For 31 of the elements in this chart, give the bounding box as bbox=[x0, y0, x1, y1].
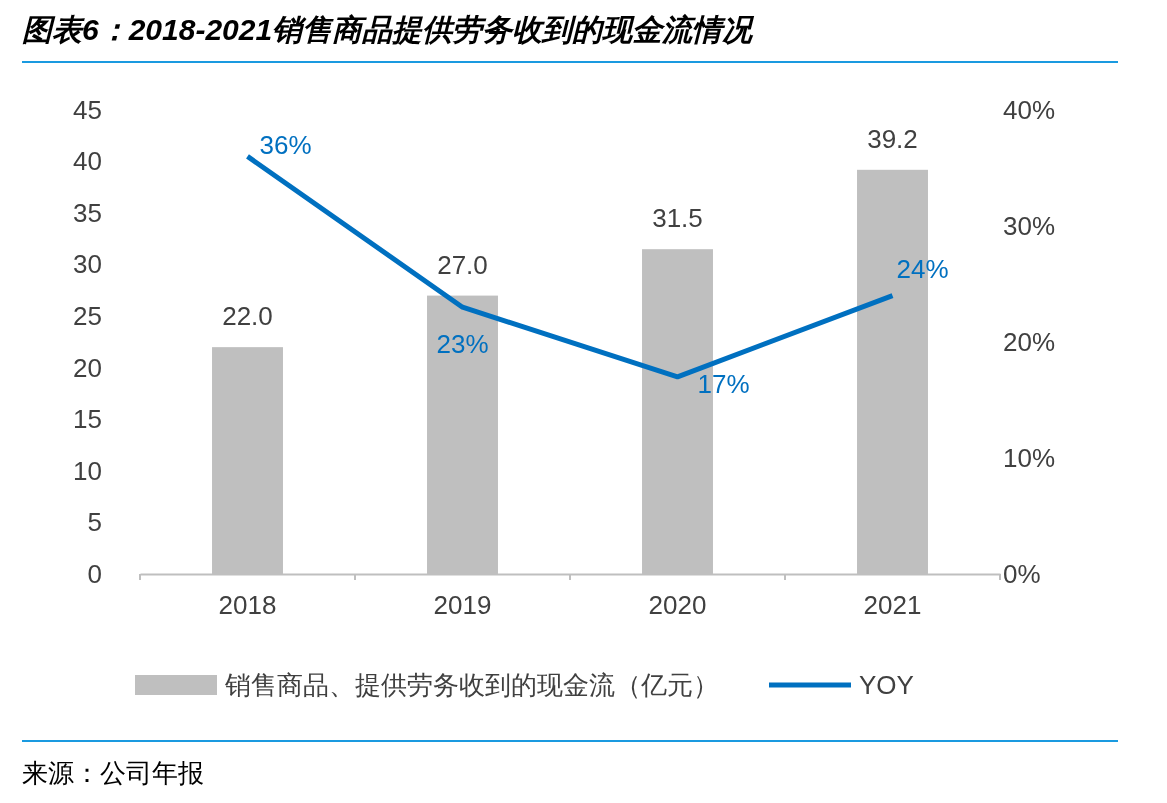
data-label: 17% bbox=[697, 368, 750, 399]
data-label: 39.2 bbox=[867, 123, 918, 154]
y-tick-label: 10 bbox=[73, 455, 102, 486]
y-tick-label: 15 bbox=[73, 404, 102, 435]
data-label: 24% bbox=[896, 253, 949, 284]
x-tick-label: 2021 bbox=[863, 590, 922, 621]
y2-tick-label: 0% bbox=[1003, 558, 1041, 589]
y2-tick-label: 10% bbox=[1003, 442, 1056, 473]
y-tick-label: 25 bbox=[73, 301, 102, 332]
y-tick-label: 5 bbox=[87, 507, 102, 538]
x-tick-label: 2018 bbox=[218, 590, 277, 621]
y-tick-label: 30 bbox=[73, 249, 102, 280]
y-tick-label: 0 bbox=[87, 558, 102, 589]
x-tick-label: 2019 bbox=[433, 590, 492, 621]
data-label: 36% bbox=[259, 130, 312, 161]
y-tick-label: 40 bbox=[73, 146, 102, 177]
y-tick-label: 35 bbox=[73, 197, 102, 228]
data-label: 31.5 bbox=[652, 203, 703, 234]
source-note: 来源：公司年报 bbox=[22, 758, 204, 788]
legend-label: 销售商品、提供劳务收到的现金流（亿元） bbox=[224, 670, 719, 700]
y-tick-label: 20 bbox=[73, 352, 102, 383]
x-tick-label: 2020 bbox=[648, 590, 707, 621]
data-label: 23% bbox=[436, 329, 489, 360]
y2-tick-label: 30% bbox=[1003, 210, 1056, 241]
y-tick-label: 45 bbox=[73, 94, 102, 125]
chart-title: 图表6：2018-2021销售商品提供劳务收到的现金流情况 bbox=[22, 13, 756, 46]
y2-tick-label: 40% bbox=[1003, 94, 1056, 125]
data-label: 27.0 bbox=[437, 249, 488, 280]
y2-tick-label: 20% bbox=[1003, 326, 1056, 357]
legend-label: YOY bbox=[859, 670, 914, 700]
data-label: 22.0 bbox=[222, 301, 273, 332]
